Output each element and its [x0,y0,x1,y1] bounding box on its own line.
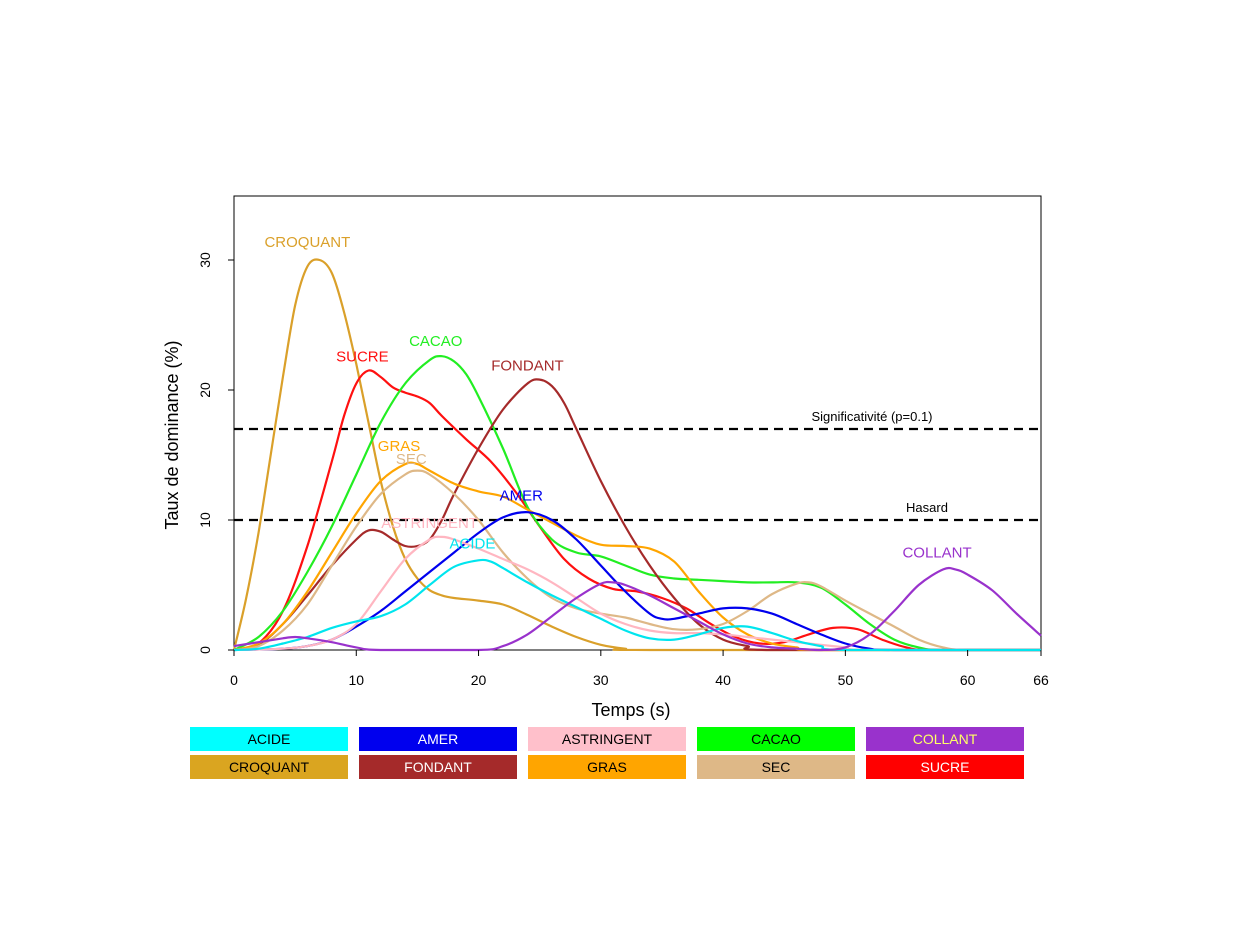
x-tick-label: 40 [715,672,731,688]
x-tick-label: 20 [471,672,487,688]
y-tick-label: 10 [197,512,213,528]
x-tick-label: 0 [230,672,238,688]
legend-item-collant: COLLANT [866,727,1024,751]
x-axis-label: Temps (s) [591,700,670,720]
y-axis-label: Taux de dominance (%) [162,340,182,529]
series-line-astringent [233,535,1041,652]
y-tick-label: 20 [197,382,213,398]
series-label-astringent: ASTRINGENT [381,515,478,532]
series-label-croquant: CROQUANT [264,234,350,251]
legend-item-croquant: CROQUANT [190,755,348,779]
series-line-collant [233,566,1042,652]
series-line-acide [233,558,1041,652]
series-line-cacao [233,354,1041,652]
legend-item-cacao: CACAO [697,727,855,751]
y-tick-label: 0 [197,646,213,654]
x-tick-label: 60 [960,672,976,688]
series-line-amer [233,511,1041,652]
legend-item-acide: ACIDE [190,727,348,751]
series-label-acide: ACIDE [450,536,496,553]
legend-item-sucre: SUCRE [866,755,1024,779]
reference-line-label-0: Significativité (p=0.1) [811,409,932,424]
series-label-gras: GRAS [378,438,421,455]
legend: ACIDE AMER ASTRINGENT CACAO COLLANT CROQUANT F… [190,727,1030,779]
legend-item-gras: GRAS [528,755,686,779]
x-tick-label: 10 [348,672,364,688]
legend-item-amer: AMER [359,727,517,751]
series-line-sec [233,469,1041,652]
series-label-sec: SEC [396,451,427,468]
x-tick-label: 66 [1033,672,1049,688]
series-label-fondant: FONDANT [491,358,564,375]
series-label-cacao: CACAO [409,333,462,350]
series-line-fondant [233,378,1041,652]
series-label-collant: COLLANT [902,545,971,562]
y-tick-label: 30 [197,252,213,268]
series-label-amer: AMER [500,488,544,505]
x-tick-label: 30 [593,672,609,688]
legend-item-fondant: FONDANT [359,755,517,779]
legend-item-sec: SEC [697,755,855,779]
legend-item-astringent: ASTRINGENT [528,727,686,751]
reference-line-label-1: Hasard [906,500,948,515]
series-label-sucre: SUCRE [336,348,389,365]
x-tick-label: 50 [838,672,854,688]
